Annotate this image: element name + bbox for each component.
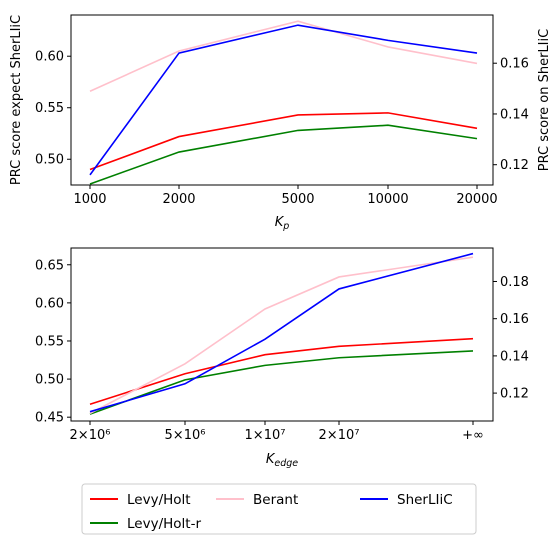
left-y-tick-label: 0.50 [35,373,64,388]
series-line-berant [89,256,474,415]
left-y-tick-label: 0.60 [35,296,64,311]
left-y-tick-label: 0.55 [35,101,64,116]
series-line-levy-holt-r [89,124,478,185]
x-tick-label: 1000 [73,192,106,207]
top-chart: 1000 2000 5000 10000 20000 0.50 0.55 0.60 0.12 0.… [9,14,552,232]
left-y-tick-label: 0.50 [35,153,64,168]
x-tick-label: 1×10⁷ [245,428,286,443]
x-tick-label: 5×10⁶ [165,428,206,443]
bottom-x-axis-label: Kedge [266,452,298,469]
right-y-tick-label: 0.12 [500,387,529,402]
series-line-sherliic [89,252,474,413]
right-y-tick-label: 0.12 [500,158,529,173]
x-tick-label: 20000 [456,192,497,207]
right-y-tick-label: 0.18 [500,275,529,290]
right-y-tick-label: 0.14 [500,107,529,122]
x-tick-label: 2×10⁶ [70,428,111,443]
legend: Levy/Holt Berant SherLIiC Levy/Holt-r [81,483,477,535]
series-line-levy-holt-r [89,350,474,415]
top-plot-frame [70,14,494,186]
legend-label-levy-holt: Levy/Holt [127,492,191,508]
top-left-y-axis-label: PRC score expect SherLIiC [9,15,24,185]
top-x-axis-label: Kp [275,215,290,232]
x-tick-label: 5000 [281,192,314,207]
x-tick-label: 2000 [162,192,195,207]
right-y-tick-label: 0.16 [500,57,529,72]
x-tick-label: 2×10⁷ [319,428,360,443]
top-right-y-axis-label: PRC score on SherLIiC [537,29,552,171]
series-line-levy-holt [89,337,474,405]
legend-label-sherliic: SherLIiC [397,492,453,508]
left-y-tick-label: 0.55 [35,334,64,349]
series-line-sherliic [89,24,478,176]
legend-label-berant: Berant [253,492,298,508]
right-y-tick-label: 0.16 [500,312,529,327]
series-line-berant [89,20,478,92]
x-tick-label: +∞ [462,428,484,443]
series-line-levy-holt [89,112,478,171]
left-y-tick-label: 0.60 [35,50,64,65]
left-y-tick-label: 0.65 [35,258,64,273]
legend-box [81,483,477,535]
x-tick-label: 10000 [367,192,408,207]
bottom-chart: 2×10⁶ 5×10⁶ 1×10⁷ 2×10⁷ +∞ 0.45 0.50 0.55 0.60 0.… [35,247,529,469]
legend-label-levy-holt-r: Levy/Holt-r [127,516,201,532]
bottom-plot-frame [70,247,494,422]
right-y-tick-label: 0.14 [500,349,529,364]
left-y-tick-label: 0.45 [35,411,64,426]
